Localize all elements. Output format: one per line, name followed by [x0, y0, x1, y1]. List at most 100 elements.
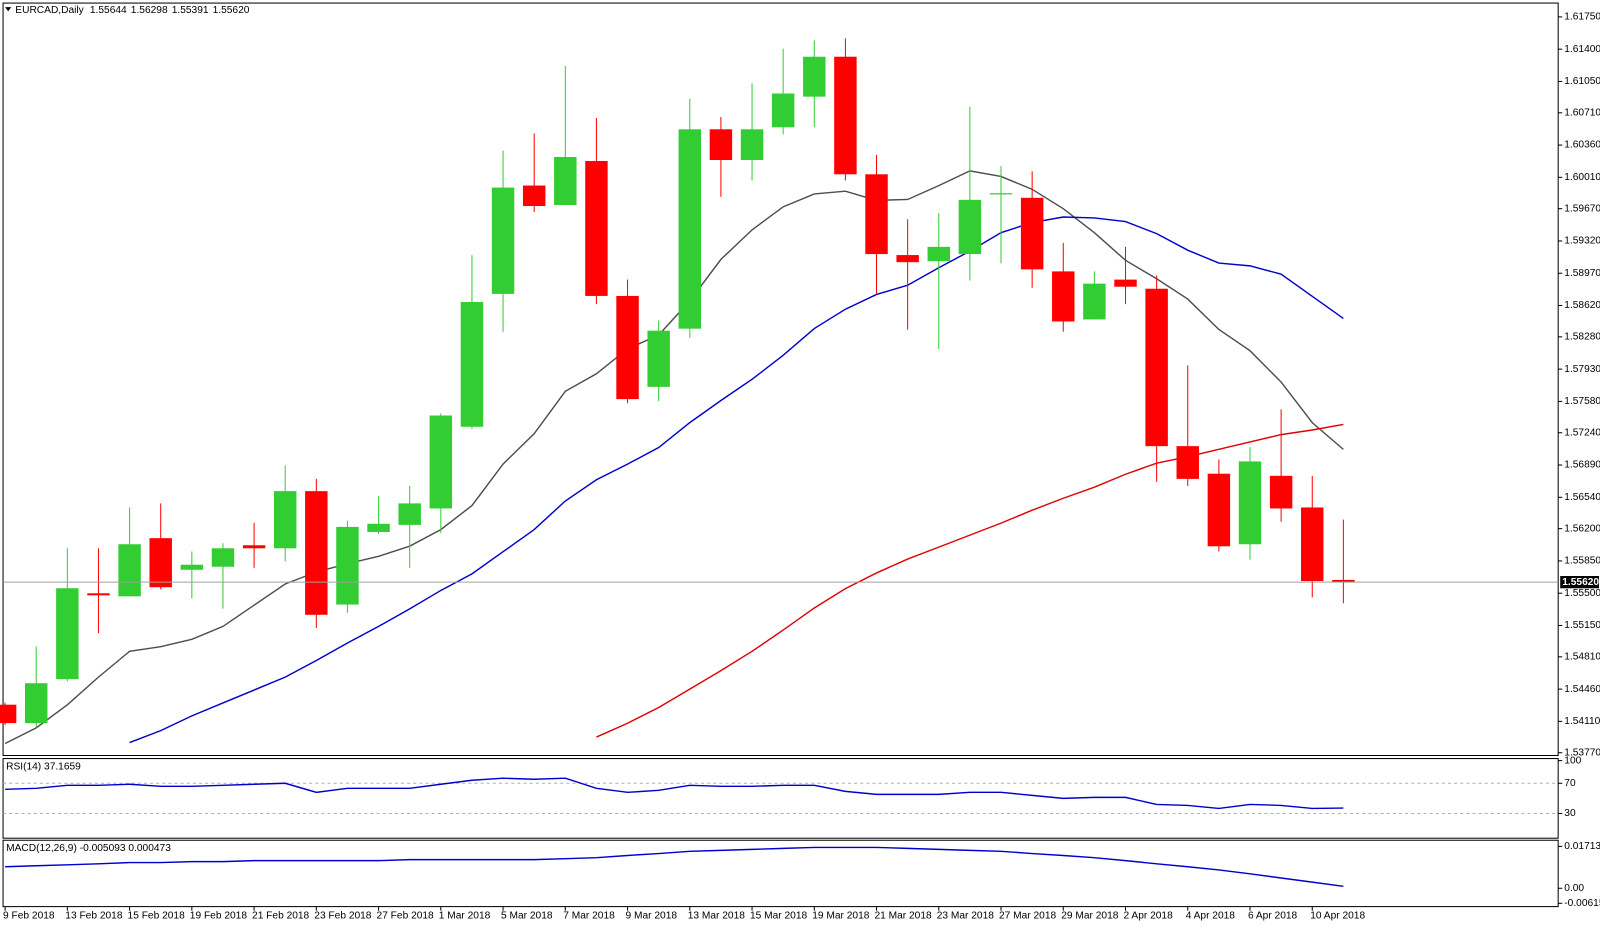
y-tick-label: 1.57930: [1564, 364, 1600, 375]
y-tick-label: 1.57580: [1564, 396, 1600, 407]
y-tick-label: 1.54810: [1564, 652, 1600, 663]
indicator-line: [5, 846, 1344, 888]
candle-body: [678, 129, 702, 329]
y-tick-label: 0.00: [1564, 883, 1584, 894]
x-tick-label: 19 Feb 2018: [190, 910, 248, 921]
candle-body: [149, 538, 172, 588]
close-label: 1.55620: [213, 5, 250, 16]
candle-body: [367, 523, 390, 532]
candle-body: [56, 588, 79, 680]
candle-body: [87, 593, 110, 596]
x-tick-label: 10 Apr 2018: [1310, 910, 1365, 921]
candle-body: [1269, 475, 1293, 509]
x-tick-label: 2 Apr 2018: [1123, 910, 1173, 921]
y-tick-label: 1.54460: [1564, 684, 1600, 695]
candle-body: [1301, 507, 1324, 582]
candle-body: [865, 174, 888, 255]
x-tick-label: 21 Feb 2018: [252, 910, 310, 921]
y-tick-label: 1.57240: [1564, 427, 1600, 438]
moving-average: [129, 216, 1344, 744]
y-tick-label: 1.58620: [1564, 300, 1600, 311]
high-label: 1.56298: [131, 5, 168, 16]
candle-body: [554, 156, 577, 206]
candle-body: [709, 129, 733, 161]
x-tick-label: 27 Mar 2018: [999, 910, 1057, 921]
y-tick-label: 1.53770: [1564, 747, 1600, 758]
candle-body: [958, 199, 982, 255]
main-panel-frame: [2, 2, 1559, 757]
chart-header: EURCAD,Daily 1.55644 1.56298 1.55391 1.55620: [15, 5, 249, 16]
candle-body: [0, 704, 17, 724]
x-tick-label: 29 Mar 2018: [1061, 910, 1119, 921]
y-tick-label: 1.60360: [1564, 140, 1600, 151]
candle-body: [460, 302, 484, 427]
candle-body: [1114, 279, 1137, 287]
y-tick-label: 1.58970: [1564, 268, 1600, 279]
x-tick-label: 19 Mar 2018: [812, 910, 870, 921]
panel-title: RSI(14) 37.1659: [6, 761, 81, 772]
x-tick-label: 13 Feb 2018: [65, 910, 123, 921]
y-tick-label: 1.56540: [1564, 492, 1600, 503]
y-tick-label: 70: [1564, 778, 1576, 789]
x-tick-label: 27 Feb 2018: [377, 910, 435, 921]
candle-body: [1176, 446, 1199, 479]
candle-body: [1083, 283, 1106, 320]
candle-body: [1145, 288, 1168, 447]
x-tick-label: 9 Feb 2018: [3, 910, 55, 921]
y-tick-label: 1.59320: [1564, 236, 1600, 247]
macd-panel-frame: [2, 839, 1559, 908]
header-triangle: [5, 7, 12, 12]
candle-body: [771, 93, 795, 128]
candle-body: [803, 56, 826, 97]
x-tick-label: 5 Mar 2018: [501, 910, 553, 921]
x-tick-label: 23 Feb 2018: [314, 910, 372, 921]
y-tick-label: 1.55850: [1564, 556, 1600, 567]
symbol: EURCAD,Daily: [15, 5, 84, 16]
candle-body: [522, 185, 546, 207]
y-tick-label: 1.55150: [1564, 620, 1600, 631]
y-tick-label: 1.56200: [1564, 523, 1600, 534]
candle-body: [834, 56, 857, 175]
candle-body: [740, 129, 764, 161]
x-tick-label: 15 Mar 2018: [750, 910, 808, 921]
x-tick-label: 1 Mar 2018: [439, 910, 491, 921]
candle-body: [118, 544, 141, 597]
candle-body: [398, 503, 421, 525]
low-label: 1.55391: [172, 5, 209, 16]
y-tick-label: 1.61400: [1564, 44, 1600, 55]
candle-body: [491, 187, 515, 294]
last-price-label: 1.55620: [1562, 577, 1599, 588]
x-tick-label: 23 Mar 2018: [937, 910, 995, 921]
candle-body: [1238, 461, 1262, 545]
candle-body: [25, 683, 48, 724]
y-tick-label: 1.60010: [1564, 172, 1600, 183]
y-tick-label: -0.006152: [1564, 898, 1600, 909]
y-tick-label: 1.61050: [1564, 76, 1600, 87]
candle-body: [896, 255, 919, 263]
y-tick-label: 1.56890: [1564, 460, 1600, 471]
y-tick-label: 1.55500: [1564, 588, 1600, 599]
candle-body: [242, 545, 266, 549]
y-tick-label: 1.60710: [1564, 107, 1600, 118]
candle-body: [1020, 197, 1044, 270]
moving-average: [596, 423, 1344, 738]
y-tick-label: 1.59670: [1564, 203, 1600, 214]
candle-body: [989, 193, 1013, 195]
candle-body: [585, 161, 608, 296]
candle-body: [1332, 579, 1355, 583]
panel-title: MACD(12,26,9) -0.005093 0.000473: [6, 843, 171, 854]
y-tick-label: 1.54110: [1564, 716, 1600, 727]
candle-body: [336, 526, 359, 605]
y-tick-label: 0.01713: [1564, 841, 1600, 852]
open-label: 1.55644: [90, 5, 127, 16]
candle-body: [616, 295, 639, 400]
candle-body: [647, 330, 670, 387]
y-tick-label: 30: [1564, 808, 1576, 819]
x-tick-label: 7 Mar 2018: [563, 910, 615, 921]
candle-body: [180, 564, 204, 570]
candle-body: [927, 246, 950, 262]
x-tick-label: 21 Mar 2018: [874, 910, 932, 921]
